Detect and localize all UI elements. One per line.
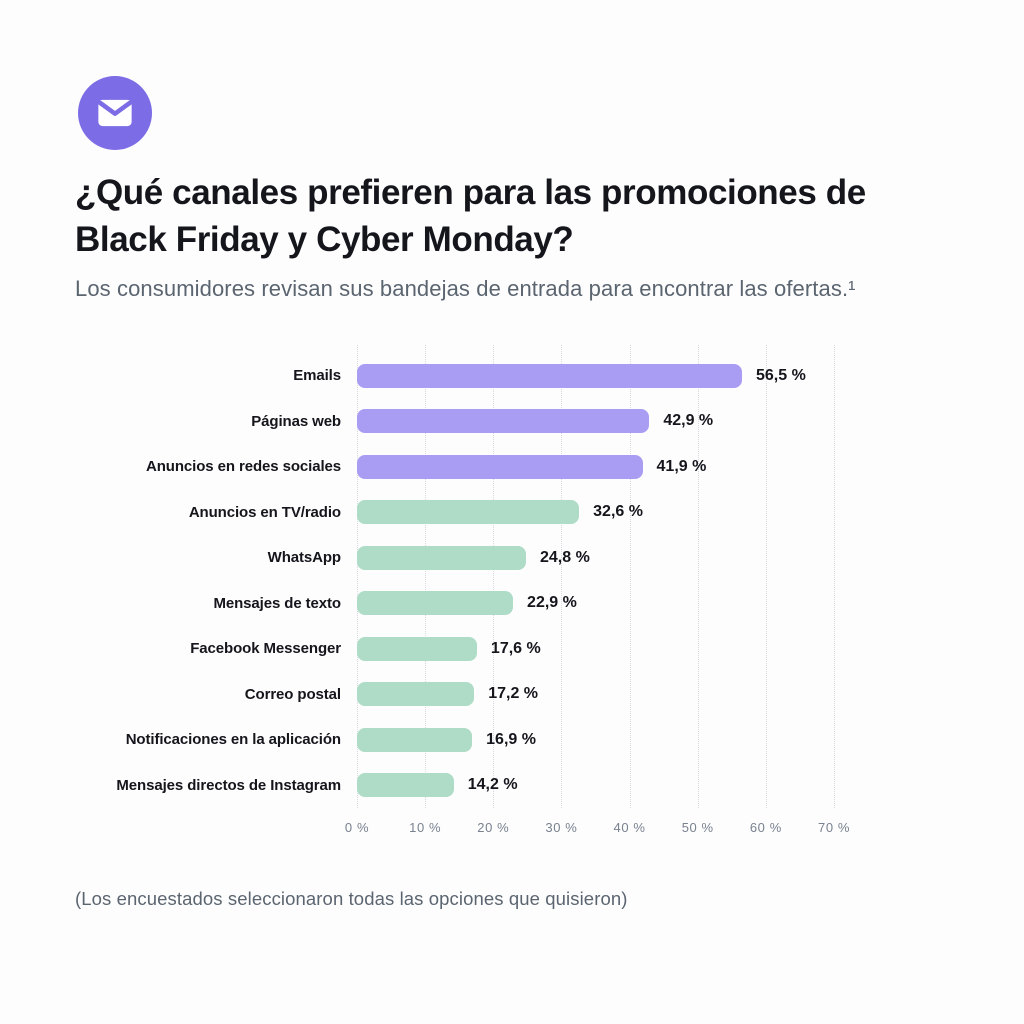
gridline xyxy=(357,345,358,808)
value-label: 42,9 % xyxy=(663,412,714,430)
chart-row: Facebook Messenger 17,6 % xyxy=(75,626,975,672)
axis-tick-label: 30 % xyxy=(545,820,578,835)
chart-row: Correo postal 17,2 % xyxy=(75,672,975,718)
category-label: Correo postal xyxy=(244,685,341,703)
page-subtitle: Los consumidores revisan sus bandejas de… xyxy=(75,276,856,301)
bar-track: 24,8 % xyxy=(357,545,834,570)
envelope-glyph xyxy=(97,99,133,127)
chart-row: Emails 56,5 % xyxy=(75,353,975,399)
chart-row: Páginas web 42,9 % xyxy=(75,399,975,445)
bar xyxy=(357,409,650,434)
bar-track: 17,6 % xyxy=(357,636,834,661)
chart-row: Mensajes directos de Instagram 14,2 % xyxy=(75,763,975,809)
chart-row: Anuncios en redes sociales 41,9 % xyxy=(75,444,975,490)
bar-track: 32,6 % xyxy=(357,500,834,525)
gridline xyxy=(765,345,767,808)
category-label: Facebook Messenger xyxy=(190,640,341,658)
bar xyxy=(357,682,475,707)
axis-ticks: 0 % 10 % 20 % 30 % 40 % 50 % 60 % 70 % xyxy=(345,816,850,838)
bar-track: 16,9 % xyxy=(357,727,834,752)
category-label: Anuncios en redes sociales xyxy=(146,458,341,476)
footnote: (Los encuestados seleccionaron todas las… xyxy=(75,888,628,909)
category-label: Anuncios en TV/radio xyxy=(188,503,341,521)
category-label: WhatsApp xyxy=(267,549,341,567)
value-label: 32,6 % xyxy=(593,503,643,521)
gridline xyxy=(834,345,835,808)
value-label: 22,9 % xyxy=(527,594,577,612)
axis-tick-label: 40 % xyxy=(613,820,646,835)
page-title: ¿Qué canales prefieren para las promocio… xyxy=(75,173,866,259)
gridline xyxy=(425,345,427,808)
category-label: Mensajes directos de Instagram xyxy=(116,776,341,794)
axis-tick-label: 50 % xyxy=(681,820,714,835)
bar xyxy=(357,500,580,525)
value-label: 56,5 % xyxy=(756,366,806,384)
axis-tick-label: 70 % xyxy=(817,820,851,835)
value-label: 17,6 % xyxy=(490,639,541,657)
category-label: Notificaciones en la aplicación xyxy=(125,731,341,749)
value-label: 14,2 % xyxy=(467,776,518,794)
gridline xyxy=(493,345,495,808)
bar-track: 14,2 % xyxy=(357,773,834,798)
bar xyxy=(357,636,477,661)
bar xyxy=(357,363,742,388)
bar xyxy=(357,727,473,752)
bar xyxy=(357,591,514,616)
axis-tick-label: 20 % xyxy=(477,820,510,835)
value-label: 16,9 % xyxy=(486,730,536,748)
gridline xyxy=(561,345,563,808)
bar-track: 22,9 % xyxy=(357,591,834,616)
grid-lines xyxy=(357,345,835,808)
category-label: Emails xyxy=(293,367,341,385)
gridline xyxy=(697,345,699,808)
bar-track: 56,5 % xyxy=(357,363,834,388)
axis-tick-label: 10 % xyxy=(409,820,442,835)
bar xyxy=(357,773,454,798)
chart-rows: Emails 56,5 % Páginas web 42,9 % Anuncios en… xyxy=(75,353,975,808)
value-label: 17,2 % xyxy=(488,685,539,703)
category-label: Páginas web xyxy=(251,412,341,430)
chart-row: Notificaciones en la aplicación 16,9 % xyxy=(75,717,975,763)
bar-chart: Emails 56,5 % Páginas web 42,9 % Anuncios en… xyxy=(75,345,975,853)
value-label: 41,9 % xyxy=(656,457,707,475)
chart-row: WhatsApp 24,8 % xyxy=(75,535,975,581)
bar-track: 41,9 % xyxy=(357,454,834,479)
bar xyxy=(357,545,526,570)
value-label: 24,8 % xyxy=(539,548,590,566)
gridline xyxy=(629,345,631,808)
bar xyxy=(357,454,643,479)
email-icon xyxy=(78,76,152,150)
bar-track: 17,2 % xyxy=(357,682,834,707)
axis-tick-label: 60 % xyxy=(749,820,782,835)
category-label: Mensajes de texto xyxy=(213,594,341,612)
chart-row: Mensajes de texto 22,9 % xyxy=(75,581,975,627)
chart-row: Anuncios en TV/radio 32,6 % xyxy=(75,490,975,536)
axis-tick-label: 0 % xyxy=(344,820,370,835)
bar-track: 42,9 % xyxy=(357,409,834,434)
